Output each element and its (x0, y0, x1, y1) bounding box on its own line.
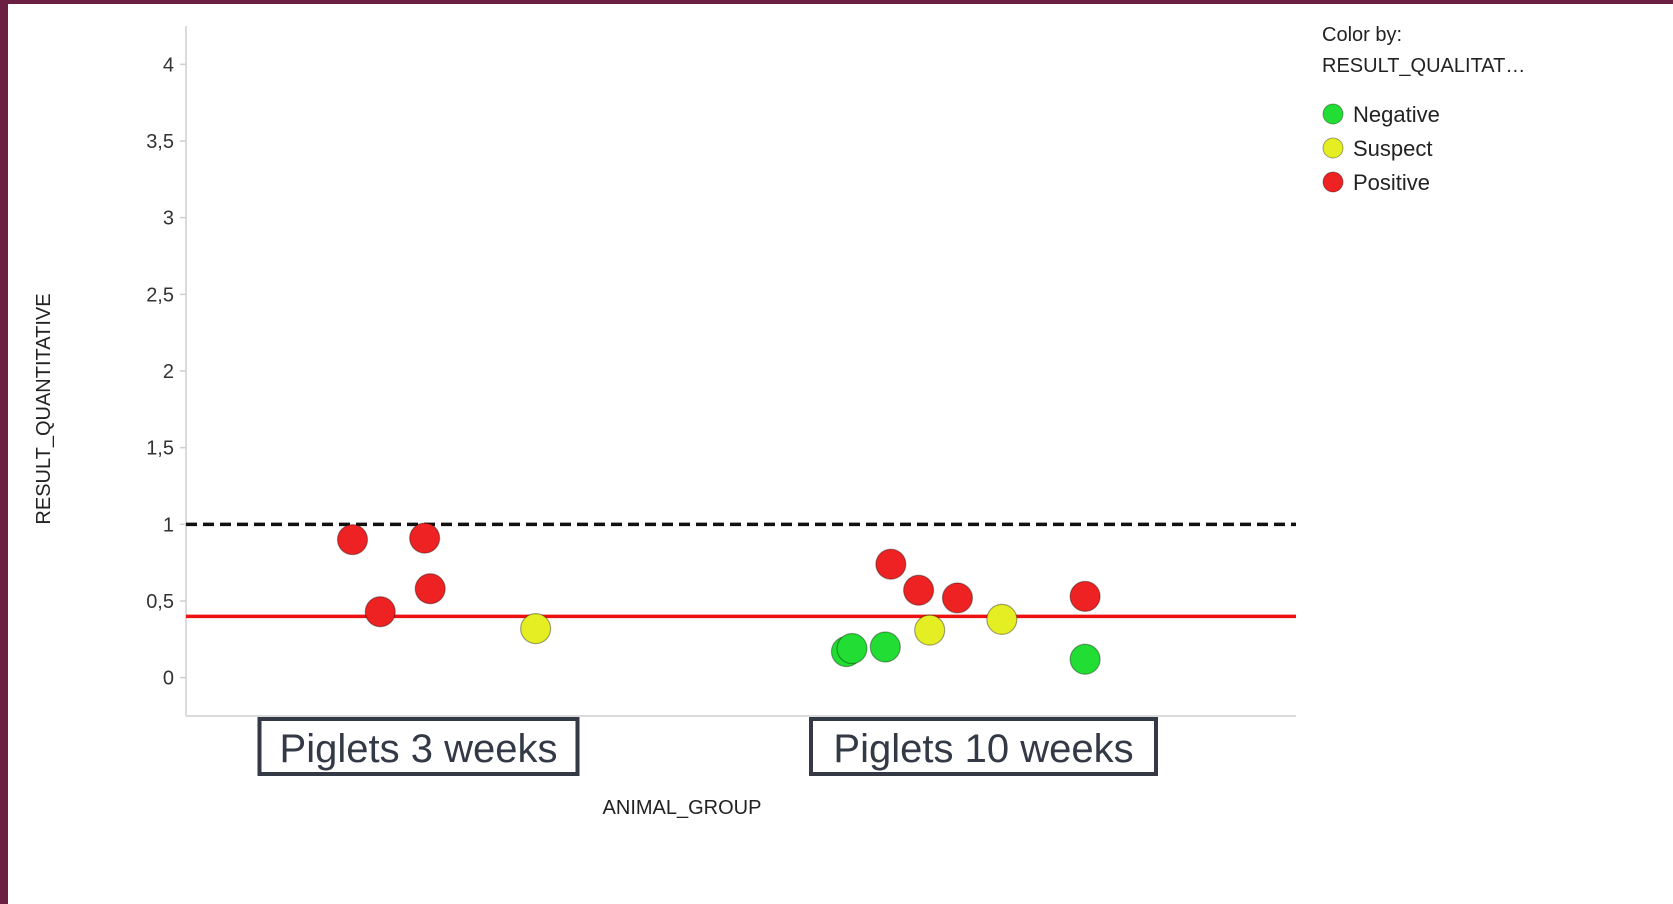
point-positive[interactable] (902, 574, 935, 606)
y-axis-title: RESULT_QUANTITATIVE (33, 293, 55, 524)
point-positive[interactable] (875, 548, 907, 580)
y-tick-label: 4 (163, 54, 174, 76)
point-positive[interactable] (414, 573, 446, 605)
x-axis-title: ANIMAL_GROUP (603, 797, 762, 819)
y-tick-label: 1 (163, 514, 174, 536)
legend-swatch-suspect[interactable] (1322, 137, 1344, 159)
y-tick-label: 2,5 (146, 284, 174, 306)
chart-frame: 0 0,5 1 1,5 2 2,5 3 3,5 4 Piglets 3 weeks Piglets… (8, 4, 1673, 904)
category-label-box (809, 717, 1158, 776)
data-points (336, 522, 1101, 675)
point-positive[interactable] (1069, 580, 1101, 613)
point-suspect[interactable] (914, 614, 946, 646)
point-suspect[interactable] (986, 603, 1018, 636)
legend-label-suspect[interactable]: Suspect (1353, 136, 1433, 161)
legend-label-negative[interactable]: Negative (1353, 102, 1440, 127)
category-label: Piglets 3 weeks (280, 727, 558, 771)
point-positive[interactable] (409, 522, 441, 554)
legend-field-name[interactable]: RESULT_QUALITAT… (1322, 55, 1525, 77)
y-tick-label: 0 (163, 668, 174, 690)
y-tick-label: 3 (163, 208, 174, 230)
legend-label-positive[interactable]: Positive (1353, 170, 1430, 195)
legend-swatch-positive[interactable] (1322, 171, 1344, 193)
y-tick-label: 3,5 (146, 131, 174, 153)
y-tick-label: 2 (163, 361, 174, 383)
legend: Color by: RESULT_QUALITAT… Negative Suspe… (1322, 24, 1525, 195)
point-negative[interactable] (869, 631, 901, 663)
legend-swatch-negative[interactable] (1322, 103, 1344, 125)
y-tick-label: 1,5 (146, 438, 174, 460)
y-tick-label: 0,5 (146, 591, 174, 613)
point-positive[interactable] (941, 582, 974, 614)
scatter-chart: 00,511,522,533,54 Piglets 3 weeks Piglets… (33, 24, 1525, 819)
category-label-box (257, 717, 580, 776)
category-labels: Piglets 3 weeks Piglets 10 weeks (257, 717, 1158, 776)
legend-title: Color by: (1322, 24, 1402, 46)
axes: 0 0,5 1 1,5 2 2,5 3 3,5 4 (146, 26, 1296, 717)
point-negative[interactable] (836, 632, 868, 665)
point-positive[interactable] (336, 524, 369, 556)
point-suspect[interactable] (520, 612, 552, 645)
category-label: Piglets 10 weeks (833, 727, 1133, 771)
point-positive[interactable] (364, 596, 396, 628)
legend-items: Negative Suspect Positive (1322, 102, 1440, 195)
point-negative[interactable] (1069, 643, 1101, 675)
